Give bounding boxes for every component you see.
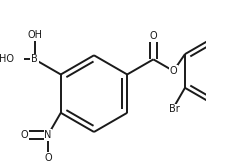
- Text: HO: HO: [0, 54, 14, 64]
- Text: O: O: [44, 153, 52, 163]
- Text: O: O: [150, 31, 157, 41]
- Text: OH: OH: [27, 30, 42, 40]
- Text: O: O: [21, 130, 29, 140]
- Text: Br: Br: [169, 104, 180, 114]
- Text: B: B: [31, 54, 38, 64]
- Text: N: N: [44, 130, 52, 140]
- Text: O: O: [170, 66, 177, 76]
